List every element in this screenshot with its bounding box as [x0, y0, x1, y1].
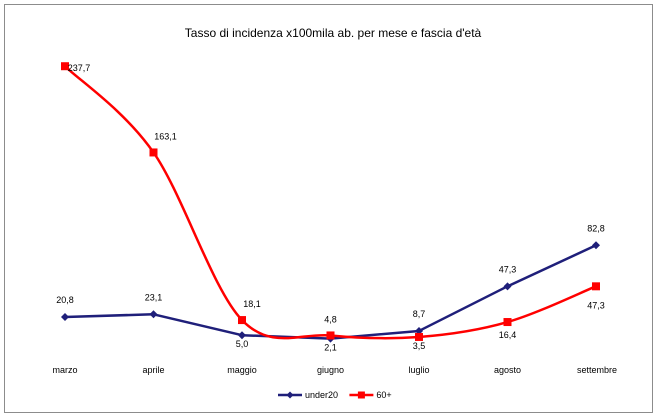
data-label-under20-luglio: 8,7 — [413, 309, 426, 319]
marker-60+-settembre — [592, 282, 600, 291]
x-tick-label-maggio: maggio — [227, 365, 257, 375]
data-label-60+-giugno: 4,8 — [324, 314, 337, 324]
marker-under20-luglio — [415, 326, 423, 335]
data-label-under20-maggio: 5,0 — [236, 339, 249, 349]
marker-60+-maggio — [238, 316, 246, 325]
data-label-under20-settembre: 82,8 — [587, 223, 605, 233]
x-tick-label-agosto: agosto — [494, 365, 521, 375]
x-axis-tick-labels: marzo aprile maggio giugno luglio agosto sette… — [52, 365, 617, 375]
marker-60+-agosto — [503, 318, 512, 327]
marker-60+-giugno — [326, 331, 335, 340]
data-labels: 20,8 23,1 5,0 2,1 8,7 47,3 82,8 237,7 163,1 18,1 4… — [56, 63, 605, 352]
data-label-60+-aprile: 163,1 — [154, 131, 177, 141]
marker-under20-marzo — [61, 312, 69, 321]
chart-title: Tasso di incidenza x100mila ab. per mese… — [185, 26, 482, 40]
x-tick-label-luglio: luglio — [408, 365, 429, 375]
legend-marker-under20 — [286, 391, 294, 399]
x-tick-label-marzo: marzo — [52, 365, 77, 375]
marker-60+-luglio — [415, 332, 423, 341]
legend: under20 60+ — [278, 390, 392, 400]
data-label-under20-marzo: 20,8 — [56, 295, 74, 305]
data-label-60+-luglio: 3,5 — [413, 341, 426, 351]
marker-under20-maggio — [238, 331, 246, 340]
x-tick-label-giugno: giugno — [317, 365, 344, 375]
x-tick-label-aprile: aprile — [142, 365, 164, 375]
series-markers — [61, 62, 600, 343]
data-label-60+-agosto: 16,4 — [499, 330, 517, 340]
marker-under20-settembre — [592, 241, 600, 250]
legend-marker-60+ — [357, 391, 365, 399]
marker-60+-aprile — [149, 148, 158, 157]
marker-under20-agosto — [503, 282, 512, 291]
marker-60+-marzo — [61, 62, 69, 71]
data-label-60+-marzo: 237,7 — [68, 63, 91, 73]
data-label-under20-aprile: 23,1 — [145, 292, 163, 302]
data-label-60+-maggio: 18,1 — [243, 299, 261, 309]
legend-label-under20: under20 — [305, 390, 338, 400]
data-label-60+-settembre: 47,3 — [587, 300, 605, 310]
legend-label-60+: 60+ — [376, 390, 391, 400]
x-tick-label-settembre: settembre — [577, 365, 617, 375]
marker-under20-aprile — [149, 310, 158, 319]
data-label-under20-agosto: 47,3 — [499, 264, 517, 274]
data-label-under20-giugno: 2,1 — [324, 343, 337, 353]
chart-frame — [4, 4, 653, 413]
